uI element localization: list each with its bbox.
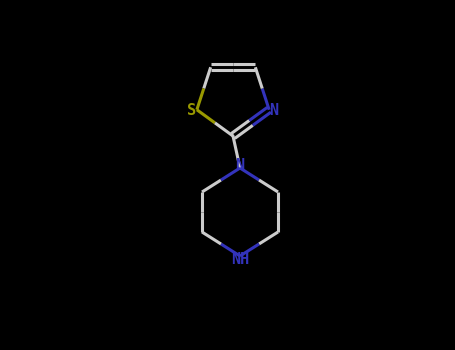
Text: NH: NH (231, 252, 249, 267)
Text: N: N (235, 158, 245, 173)
Text: S: S (187, 103, 197, 118)
Text: N: N (269, 103, 279, 118)
